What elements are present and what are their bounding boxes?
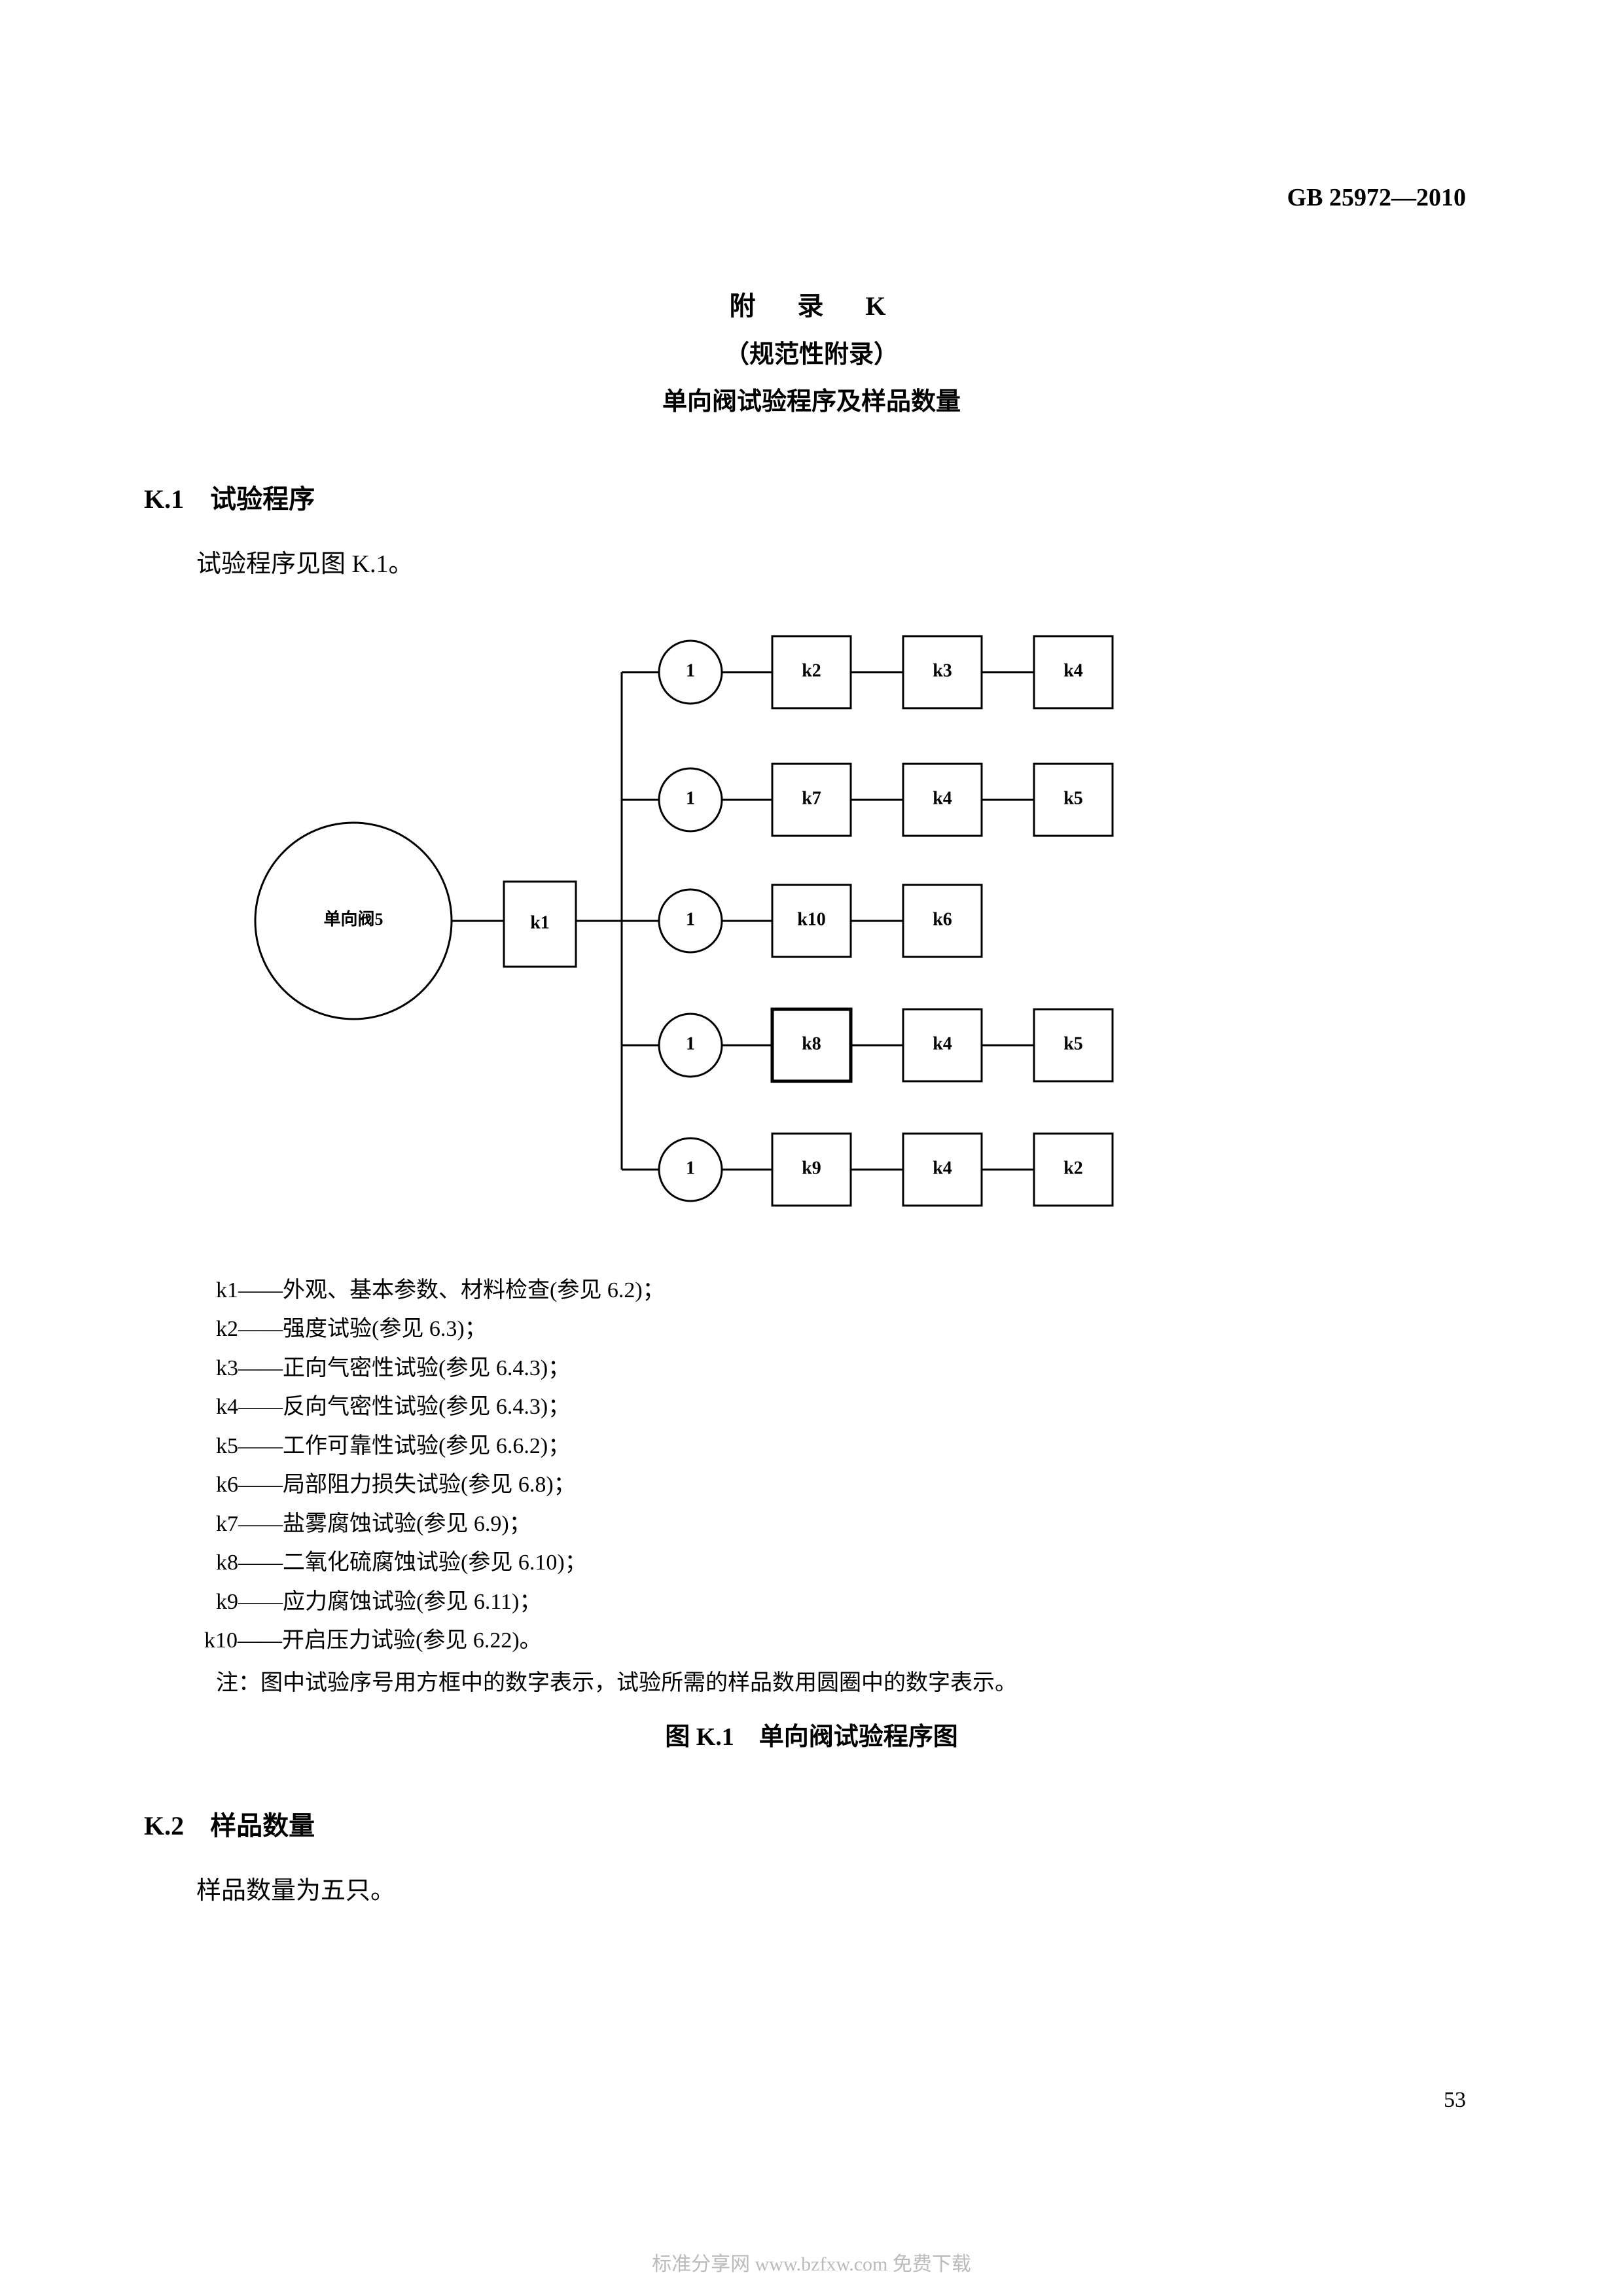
section-k2-heading: K.2 样品数量 xyxy=(144,1804,1479,1842)
svg-text:k1: k1 xyxy=(530,912,550,933)
legend-item: k4——反向气密性试验(参见 6.4.3)； xyxy=(216,1388,1479,1427)
legend-item: k7——盐雾腐蚀试验(参见 6.9)； xyxy=(216,1505,1479,1544)
svg-text:k8: k8 xyxy=(802,1033,821,1054)
svg-text:1: 1 xyxy=(686,909,695,929)
legend-item: k8——二氧化硫腐蚀试验(参见 6.10)； xyxy=(216,1543,1479,1583)
appendix-title: 单向阀试验程序及样品数量 xyxy=(144,378,1479,425)
legend-item: k3——正向气密性试验(参见 6.4.3)； xyxy=(216,1349,1479,1388)
svg-text:k2: k2 xyxy=(802,660,821,681)
legend-item: k2——强度试验(参见 6.3)； xyxy=(216,1310,1479,1349)
svg-text:k6: k6 xyxy=(933,909,952,929)
section-k1-heading: K.1 试验程序 xyxy=(144,478,1479,516)
page-number: 53 xyxy=(1444,2088,1466,2113)
svg-text:k4: k4 xyxy=(933,1033,952,1054)
svg-text:k9: k9 xyxy=(802,1158,821,1178)
svg-text:1: 1 xyxy=(686,1158,695,1178)
svg-text:1: 1 xyxy=(686,788,695,808)
legend-item: k10——开启压力试验(参见 6.22)。 xyxy=(204,1621,1479,1660)
appendix-label: 附 录 K xyxy=(144,281,1479,331)
svg-text:k3: k3 xyxy=(933,660,952,681)
svg-text:k7: k7 xyxy=(802,788,821,808)
footer-watermark: 标准分享网 www.bzfxw.com 免费下载 xyxy=(652,2248,971,2276)
svg-text:k2: k2 xyxy=(1063,1158,1083,1178)
flowchart-diagram: 单向阀5 k1 1 k2 k3 k4 1 k7 k4 k5 1 k10 k6 1 k8 k4 k5 1 k9 k4 k2 xyxy=(183,620,1479,1238)
svg-text:k4: k4 xyxy=(933,788,952,808)
section-k1-intro: 试验程序见图 K.1。 xyxy=(196,542,1479,586)
svg-text:k5: k5 xyxy=(1063,1033,1083,1054)
legend-item: k6——局部阻力损失试验(参见 6.8)； xyxy=(216,1465,1479,1505)
appendix-type: （规范性附录） xyxy=(144,331,1479,378)
legend-note: 注：图中试验序号用方框中的数字表示，试验所需的样品数用圆圈中的数字表示。 xyxy=(216,1664,1479,1696)
legend-item: k5——工作可靠性试验(参见 6.6.2)； xyxy=(216,1427,1479,1466)
standard-code: GB 25972—2010 xyxy=(1287,183,1466,212)
svg-text:1: 1 xyxy=(686,660,695,681)
legend-item: k9——应力腐蚀试验(参见 6.11)； xyxy=(216,1583,1479,1622)
legend-block: k1——外观、基本参数、材料检查(参见 6.2)；k2——强度试验(参见 6.3… xyxy=(216,1271,1479,1660)
svg-text:1: 1 xyxy=(686,1033,695,1054)
svg-text:k5: k5 xyxy=(1063,788,1083,808)
svg-text:k4: k4 xyxy=(1063,660,1083,681)
appendix-title-block: 附 录 K （规范性附录） 单向阀试验程序及样品数量 xyxy=(144,281,1479,425)
legend-item: k1——外观、基本参数、材料检查(参见 6.2)； xyxy=(216,1271,1479,1310)
section-k2-text: 样品数量为五只。 xyxy=(196,1869,1479,1913)
figure-caption: 图 K.1 单向阀试验程序图 xyxy=(144,1716,1479,1752)
svg-text:单向阀5: 单向阀5 xyxy=(323,909,383,929)
svg-text:k10: k10 xyxy=(797,909,826,929)
svg-text:k4: k4 xyxy=(933,1158,952,1178)
